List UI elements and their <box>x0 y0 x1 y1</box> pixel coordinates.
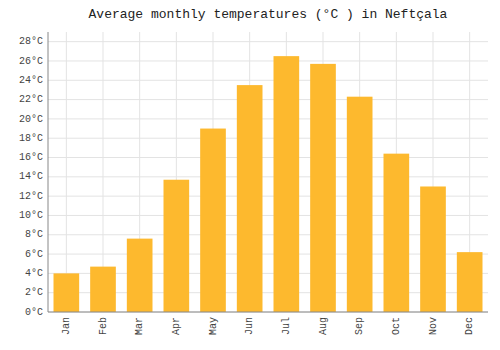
bar <box>384 154 410 312</box>
x-grid-line <box>66 32 67 312</box>
bar <box>164 180 190 312</box>
bar <box>347 97 373 312</box>
page: {"chart_data": {"type": "bar", "title": … <box>0 0 500 350</box>
y-grid-line <box>48 176 488 177</box>
y-tick-label: 8°C <box>25 229 43 240</box>
y-tick-label: 0°C <box>25 307 43 318</box>
x-tick-label: May <box>208 317 219 335</box>
x-tick-label: Feb <box>98 317 109 335</box>
y-tick-label: 14°C <box>19 171 43 182</box>
y-tick-label: 18°C <box>19 133 43 144</box>
x-tick-label: Sep <box>354 317 365 335</box>
y-grid-line <box>48 80 488 81</box>
y-axis-line <box>48 32 49 312</box>
y-grid-line <box>48 60 488 61</box>
y-grid-line <box>48 41 488 42</box>
y-tick-label: 4°C <box>25 268 43 279</box>
y-tick-label: 6°C <box>25 249 43 260</box>
x-tick-label: Jun <box>244 317 255 335</box>
y-grid-line <box>48 99 488 100</box>
x-tick-label: Jan <box>61 317 72 335</box>
x-tick-label: Apr <box>171 317 182 335</box>
y-tick-label: 26°C <box>19 56 43 67</box>
x-tick-label: Aug <box>318 317 329 335</box>
y-grid-line <box>48 118 488 119</box>
bar <box>200 129 226 312</box>
y-grid-line <box>48 157 488 158</box>
x-tick-label: Jul <box>281 317 292 335</box>
x-tick-label: Oct <box>391 317 402 335</box>
x-tick-label: Mar <box>134 317 145 335</box>
y-grid-line <box>48 138 488 139</box>
bar <box>457 252 483 312</box>
bar <box>54 273 80 312</box>
y-tick-label: 24°C <box>19 75 43 86</box>
y-tick-label: 22°C <box>19 94 43 105</box>
grid <box>48 32 488 312</box>
x-tick-label: Dec <box>464 317 475 335</box>
y-tick-label: 16°C <box>19 152 43 163</box>
bars <box>54 56 483 312</box>
chart: 0°C 2°C 4°C 6°C 8°C 10°C 12°C 14°C 16°C 18°C 20°C 2… <box>0 0 500 350</box>
y-tick-label: 2°C <box>25 287 43 298</box>
axes: 0°C 2°C 4°C 6°C 8°C 10°C 12°C 14°C 16°C 18°C 20°C 2… <box>19 32 488 335</box>
title: Average monthly temperatures (°C ) in Ne… <box>89 7 448 22</box>
bar <box>90 267 116 312</box>
bar <box>237 85 263 312</box>
x-tick-label: Nov <box>428 317 439 335</box>
x-axis-line <box>48 312 488 313</box>
y-grid-line <box>48 312 488 313</box>
bar <box>420 186 446 312</box>
bar <box>127 239 153 312</box>
y-tick-label: 20°C <box>19 114 43 125</box>
y-tick-label: 12°C <box>19 191 43 202</box>
bar <box>274 56 300 312</box>
y-tick-label: 28°C <box>19 36 43 47</box>
y-tick-label: 10°C <box>19 210 43 221</box>
bar <box>310 64 336 312</box>
